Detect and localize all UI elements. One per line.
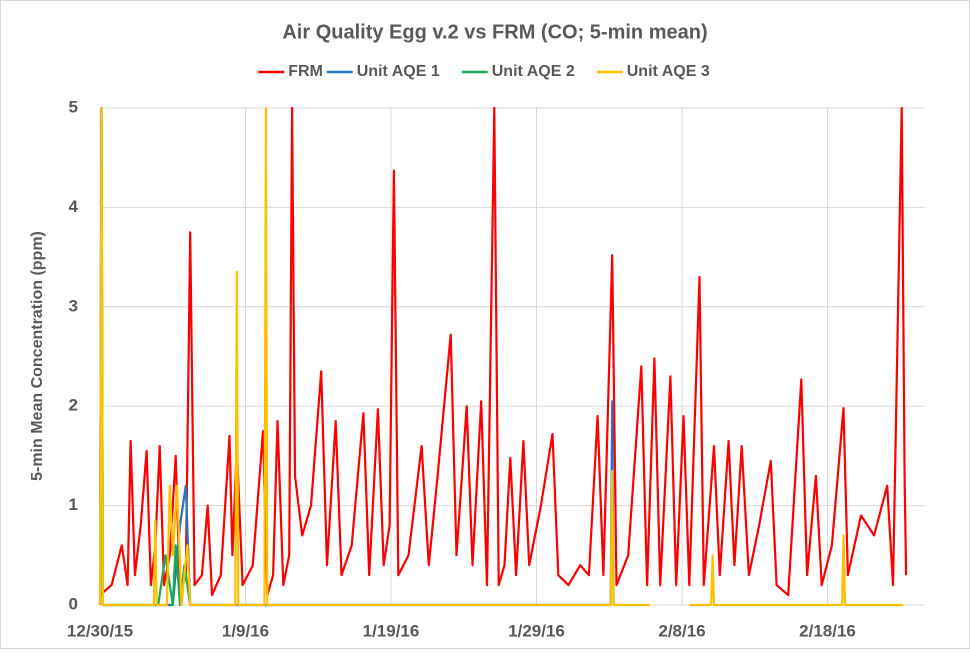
y-tick-label: 1 — [69, 495, 78, 514]
x-tick-label: 12/30/15 — [67, 621, 133, 640]
y-tick-label: 0 — [69, 594, 78, 613]
legend-label: Unit AQE 2 — [492, 63, 575, 80]
x-tick-label: 1/19/16 — [363, 621, 420, 640]
legend-label: FRM — [288, 63, 323, 80]
x-tick-label: 2/8/16 — [658, 621, 705, 640]
legend-label: Unit AQE 3 — [627, 63, 710, 80]
y-tick-label: 5 — [69, 97, 78, 116]
x-tick-label: 1/29/16 — [508, 621, 565, 640]
y-tick-label: 3 — [69, 296, 78, 315]
series-line — [99, 106, 908, 597]
y-axis-label: 5-min Mean Concentration (ppm) — [29, 231, 46, 481]
legend-label: Unit AQE 1 — [357, 63, 440, 80]
y-tick-label: 4 — [69, 197, 79, 216]
y-tick-label: 2 — [69, 396, 78, 415]
x-tick-label: 1/9/16 — [222, 621, 269, 640]
x-tick-label: 2/18/16 — [799, 621, 856, 640]
chart-title: Air Quality Egg v.2 vs FRM (CO; 5-min me… — [282, 21, 707, 43]
series-line — [98, 106, 904, 607]
